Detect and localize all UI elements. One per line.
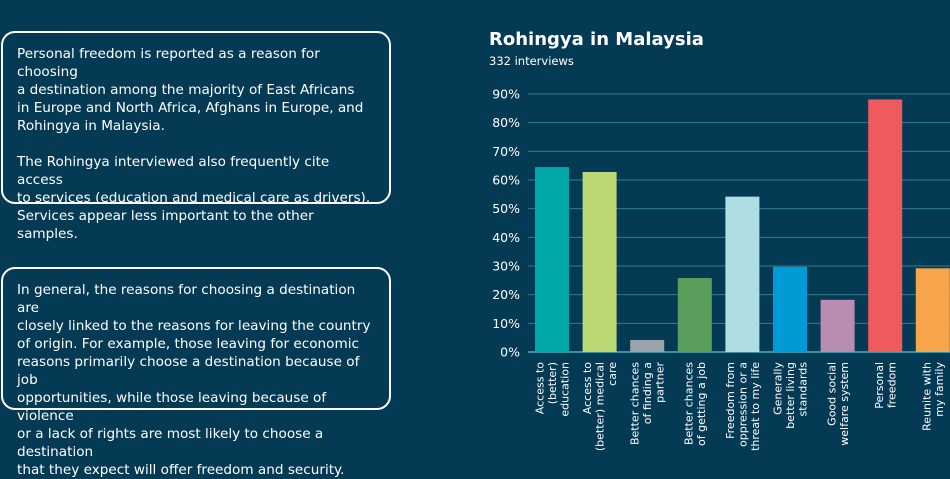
bar [535, 167, 569, 352]
x-tick-label: Better chancesof finding apartner [629, 362, 667, 445]
card1-paragraph2: The Rohingya interviewed also frequently… [17, 154, 371, 242]
bar [582, 171, 617, 352]
x-tick-label: Freedom fromoppression or athreat to my … [724, 362, 762, 451]
x-tick-label: Good socialwelfare system [825, 362, 851, 446]
bar [725, 196, 760, 352]
bar [868, 99, 903, 353]
bar [820, 299, 855, 352]
y-tick-label: 80% [492, 115, 520, 130]
card2-paragraph1: In general, the reasons for choosing a d… [17, 282, 371, 478]
x-tick-label: Reunite withmy family [921, 362, 947, 431]
x-tick-label: Access to(better)education [534, 362, 572, 417]
bar [915, 268, 950, 352]
y-tick-label: 20% [492, 287, 520, 302]
bar [677, 278, 712, 352]
y-tick-label: 50% [492, 201, 520, 216]
card1-paragraph1: Personal freedom is reported as a reason… [17, 46, 364, 134]
y-tick-label: 10% [492, 316, 520, 331]
chart-title: Rohingya in Malaysia [489, 29, 704, 50]
chart-subtitle: 332 interviews [489, 54, 574, 68]
text-card-freedom: Personal freedom is reported as a reason… [1, 31, 391, 242]
y-tick-label: 30% [492, 259, 520, 274]
x-tick-label: Access to(better) medicalcare [581, 362, 619, 451]
y-tick-label: 90% [492, 87, 520, 102]
y-tick-label: 0% [500, 345, 520, 360]
x-tick-label: Generallybetter livingstandards [772, 362, 810, 429]
x-tick-label: Better chancesof getting a job [683, 362, 709, 446]
text-card-reasons: In general, the reasons for choosing a d… [1, 267, 391, 478]
y-tick-label: 70% [492, 144, 520, 159]
bar [630, 339, 665, 352]
y-tick-label: 40% [492, 230, 520, 245]
y-tick-label: 60% [492, 173, 520, 188]
x-tick-label: Personalfreedom [873, 362, 899, 409]
bar [773, 266, 807, 352]
